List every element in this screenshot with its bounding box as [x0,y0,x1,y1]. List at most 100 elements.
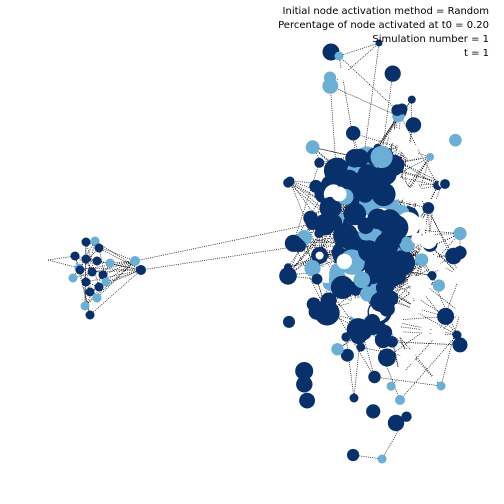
graph-node-dark [384,65,401,82]
graph-node-dark [374,162,397,186]
graph-node-dark [440,179,450,189]
graph-edge [105,269,142,283]
graph-edge [96,260,136,299]
graph-edge [287,182,335,223]
graph-edge [372,146,405,188]
graph-edge [78,267,142,271]
graph-node-white [392,367,406,380]
graph-node-dark [401,411,412,422]
graph-node-dark [358,240,380,262]
graph-node-dark [452,337,468,353]
graph-node-white [433,143,446,155]
graph-node-white [331,186,347,202]
graph-node-dark [357,164,379,186]
graph-node-white [411,192,423,204]
graph-node-dark [377,324,393,340]
graph-node-light [323,71,337,84]
graph-node-dark [396,103,408,115]
graph-node-dark [98,270,108,280]
simulation-number-label: Simulation number = 1 [372,34,489,45]
graph-node-light [415,253,429,267]
graph-node-light [426,153,434,161]
graph-edge [427,207,431,245]
graph-node-dark [284,263,292,272]
graph-node-dark [70,251,80,261]
graph-edge [287,241,362,268]
simulation-info: Initial node activation method = Random … [278,5,489,61]
graph-node-light [80,301,90,311]
graph-node-dark [340,348,354,362]
graph-edge [85,240,96,283]
graph-node-light [68,273,78,283]
graph-node-white [315,251,324,260]
graph-node-light [432,279,445,292]
graph-node-light [101,277,111,287]
graph-node-dark [92,256,102,266]
graph-node-light [105,258,115,268]
graph-edge [47,259,80,269]
graph-node-white [388,129,405,145]
graph-edge [377,147,438,186]
graph-edge [338,55,398,111]
graph-node-dark [294,240,306,252]
graph-node-light [353,271,371,289]
graph-node-dark [349,393,359,403]
graph-node-light [331,343,344,356]
graph-edge [72,260,136,279]
graph-node-dark [75,265,85,275]
graph-node-dark [452,330,462,340]
graph-node-dark [371,182,396,207]
graph-node-dark [366,404,381,419]
graph-node-dark [375,39,383,47]
graph-node-dark [347,448,360,462]
graph-edge [378,311,442,387]
graph-node-dark [333,223,358,248]
graph-node-light [386,381,396,391]
graph-edge [408,185,439,242]
graph-edge [84,241,87,307]
graph-edge [359,146,403,159]
graph-node-dark [87,267,97,277]
graph-node-dark [407,95,416,104]
graph-node-dark [94,243,104,253]
graph-edge [330,85,399,117]
graph-edge [377,108,403,149]
graph-node-light [334,51,344,61]
graph-node-white [420,325,431,335]
graph-edge [379,235,424,284]
graph-node-dark [445,247,462,265]
graph-node-dark [279,267,297,285]
graph-node-dark [364,314,381,330]
graph-node-dark [382,214,409,241]
graph-edge [345,336,355,399]
graph-node-dark [422,202,435,214]
graph-node-dark [378,348,396,367]
graph-edge [134,223,313,262]
graph-node-light [305,140,320,155]
graph-node-dark [437,307,455,325]
graph-node-white [411,232,423,244]
graph-node-dark [390,269,406,285]
graph-node-white [455,307,465,318]
graph-node-light [449,133,462,147]
graph-node-dark [295,362,314,380]
graph-edge [89,269,142,316]
graph-edge [397,124,414,194]
graph-node-light [399,236,415,253]
graph-node-dark [346,126,361,141]
graph-node-dark [319,196,342,219]
graph-edge [343,261,359,336]
graph-edge [312,146,360,159]
graph-node-light [453,226,467,241]
node-layer [68,39,468,464]
graph-node-dark [296,376,313,393]
graph-edge [96,260,142,271]
graph-edge [338,42,380,57]
graph-edge [91,269,142,273]
graph-edge [415,189,454,257]
graph-node-dark [81,254,91,264]
graph-edge [437,275,461,335]
graph-edge [381,416,407,460]
